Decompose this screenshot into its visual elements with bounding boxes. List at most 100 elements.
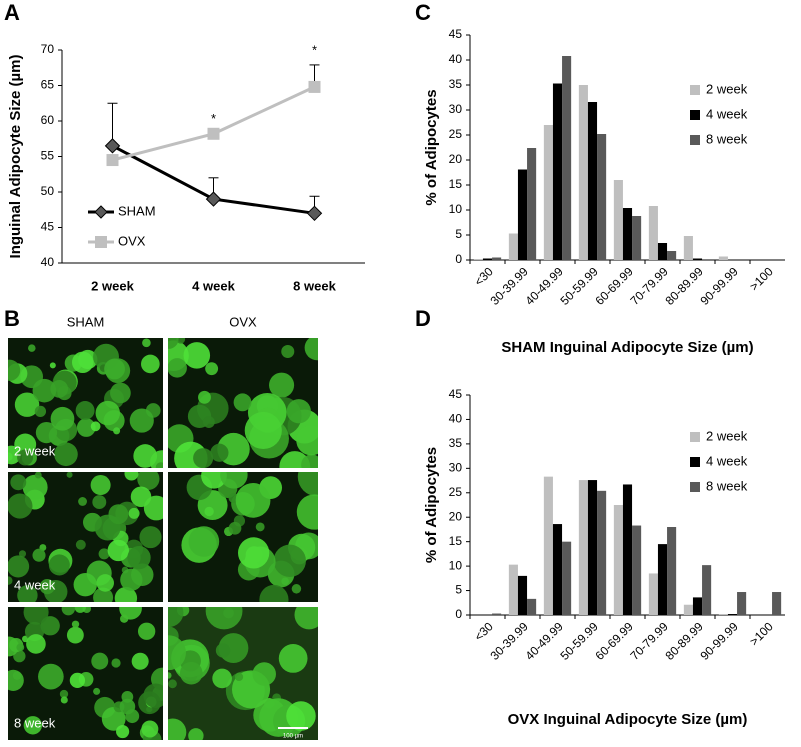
cell <box>74 607 86 613</box>
cell <box>35 421 58 444</box>
cell <box>203 416 215 428</box>
bar <box>692 597 703 615</box>
y-tick-label: 20 <box>449 509 463 523</box>
bar <box>632 525 642 615</box>
cell <box>168 635 186 671</box>
panel-letter: D <box>415 306 431 331</box>
y-tick-label: 30 <box>449 461 463 475</box>
bar <box>473 259 483 260</box>
legend-swatch <box>690 110 700 120</box>
bar <box>492 613 502 615</box>
cell <box>210 443 229 462</box>
cell <box>168 718 187 740</box>
legend-swatch <box>690 457 700 467</box>
cell <box>234 672 244 682</box>
cell <box>10 474 27 491</box>
cell <box>14 392 40 417</box>
bar <box>543 476 553 615</box>
cell <box>198 390 211 404</box>
cell <box>296 425 318 456</box>
cell <box>193 448 214 468</box>
cell <box>60 696 68 704</box>
y-tick-label: 55 <box>41 149 55 163</box>
cell <box>168 679 177 689</box>
bar <box>632 216 642 260</box>
cell <box>237 537 270 569</box>
cell <box>139 526 162 549</box>
cell <box>8 576 13 585</box>
cell <box>205 362 219 376</box>
y-tick-label: 45 <box>449 27 463 41</box>
panel-letter: B <box>4 306 20 331</box>
cell <box>124 472 139 481</box>
cell <box>110 382 131 404</box>
cell <box>294 607 318 630</box>
cell <box>143 495 163 521</box>
legend-label: 2 week <box>706 81 748 96</box>
marker <box>308 80 321 93</box>
cell <box>76 418 96 437</box>
y-tick-label: 45 <box>41 220 55 234</box>
bar <box>597 490 607 615</box>
cell <box>39 579 55 595</box>
bar <box>587 102 598 260</box>
bar <box>737 592 747 615</box>
cell <box>22 474 48 500</box>
bar <box>648 573 658 615</box>
cell <box>137 622 156 640</box>
cell <box>8 636 19 657</box>
bar <box>727 614 738 615</box>
cell <box>269 372 295 398</box>
cell <box>188 526 220 557</box>
cell <box>28 344 36 352</box>
bar <box>543 125 553 260</box>
cell <box>66 626 84 644</box>
legend-marker <box>95 236 107 248</box>
x-tick-label: 4 week <box>192 278 235 293</box>
cell <box>8 669 24 691</box>
bar <box>587 480 598 615</box>
x-tick-label: <30 <box>472 264 497 289</box>
bar <box>622 484 633 615</box>
y-tick-label: 45 <box>449 387 463 401</box>
cell <box>204 506 214 517</box>
y-tick-label: 60 <box>41 113 55 127</box>
y-tick-label: 15 <box>449 534 463 548</box>
cell <box>179 661 203 685</box>
legend-label: 8 week <box>706 478 748 493</box>
marker <box>207 127 220 140</box>
bar <box>578 85 588 260</box>
cell <box>26 634 46 654</box>
cell <box>141 720 159 738</box>
row-label: 4 week <box>14 577 56 592</box>
y-tick-label: 35 <box>449 436 463 450</box>
x-axis-title: SHAM Inguinal Adipocyte Size (µm) <box>501 339 753 356</box>
x-axis-title: OVX Inguinal Adipocyte Size (µm) <box>508 711 748 728</box>
cell <box>101 706 126 731</box>
y-tick-label: 0 <box>455 252 462 266</box>
y-tick-label: 40 <box>41 255 55 269</box>
x-tick-label: 2 week <box>91 278 134 293</box>
bar <box>597 134 607 260</box>
cell <box>278 644 308 673</box>
cell <box>291 584 302 594</box>
cell <box>34 405 47 418</box>
legend-label: 2 week <box>706 428 748 443</box>
y-tick-label: 35 <box>449 77 463 91</box>
panel-letter: A <box>4 0 20 25</box>
cell <box>23 607 49 625</box>
cell <box>286 399 311 424</box>
bar <box>613 180 623 260</box>
cell <box>38 663 64 690</box>
cell <box>66 472 73 478</box>
cell <box>296 494 318 530</box>
cell <box>228 521 242 535</box>
y-axis-title: % of Adipocytes <box>423 89 440 205</box>
cell <box>73 572 97 597</box>
cell <box>244 411 282 450</box>
micrograph <box>168 338 318 468</box>
cell <box>155 462 163 468</box>
cell <box>137 472 160 490</box>
bar <box>552 524 563 615</box>
y-tick-label: 25 <box>449 127 463 141</box>
